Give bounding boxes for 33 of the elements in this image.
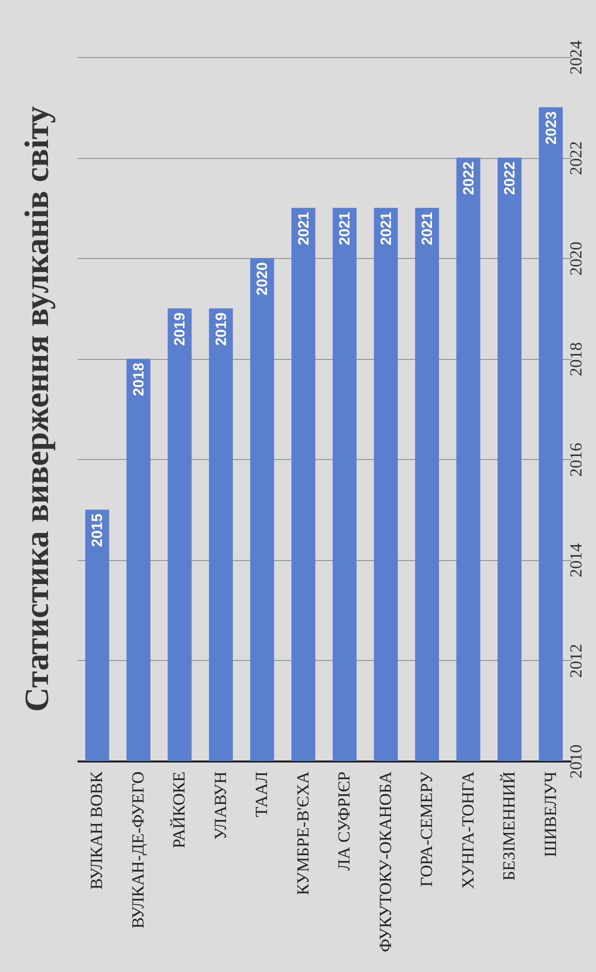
data-label: 2015 bbox=[89, 514, 106, 547]
x-tick-label: ТААЛ bbox=[252, 771, 272, 818]
x-tick-label: УЛАВУН bbox=[210, 772, 230, 840]
data-label: 2019 bbox=[172, 312, 189, 346]
y-tick-label: 2020 bbox=[566, 242, 586, 276]
x-tick-label: РАЙКОКЕ bbox=[170, 772, 189, 848]
data-label: 2021 bbox=[295, 212, 312, 246]
data-label: 2021 bbox=[336, 212, 354, 246]
x-tick-label: БЕЗІМЕННИЙ bbox=[500, 772, 519, 881]
y-tick-label: 2022 bbox=[566, 141, 586, 176]
data-label: 2022 bbox=[502, 162, 519, 195]
data-label: 2018 bbox=[130, 362, 148, 396]
data-label: 2019 bbox=[212, 312, 230, 346]
y-tick-label: 2016 bbox=[566, 442, 586, 477]
y-tick-label: 2024 bbox=[566, 40, 586, 74]
text: Статистика виверження вулканів світу bbox=[19, 106, 56, 712]
data-label: 2021 bbox=[378, 212, 395, 246]
x-tick-label: ЛА СУФРІЄР bbox=[334, 772, 354, 871]
data-label: 2023 bbox=[542, 111, 560, 145]
x-tick-label: ВУЛКАН ВОВК bbox=[87, 770, 106, 890]
data-label: 2020 bbox=[254, 262, 272, 296]
x-tick-label: ГОРА-СЕМЕРУ bbox=[417, 770, 436, 887]
x-tick-label: ШИВЕЛУЧ bbox=[540, 772, 560, 858]
x-tick-label: ХУНГА-ТОНГА bbox=[458, 770, 478, 889]
x-tick-label: ВУЛКАН-ДЕ-ФУЕГО bbox=[128, 772, 148, 929]
y-tick-label: 2012 bbox=[566, 644, 586, 678]
y-tick-label: 2018 bbox=[566, 342, 586, 376]
y-tick-label: 2010 bbox=[566, 744, 586, 778]
x-tick-label: ФУКУТОКУ-ОКАНОБА bbox=[376, 770, 395, 952]
data-label: 2021 bbox=[419, 212, 436, 246]
y-tick-label: 2014 bbox=[566, 542, 586, 578]
data-label: 2022 bbox=[460, 162, 478, 195]
x-tick-label: КУМБРЕ-В'ЄХА bbox=[293, 770, 312, 896]
